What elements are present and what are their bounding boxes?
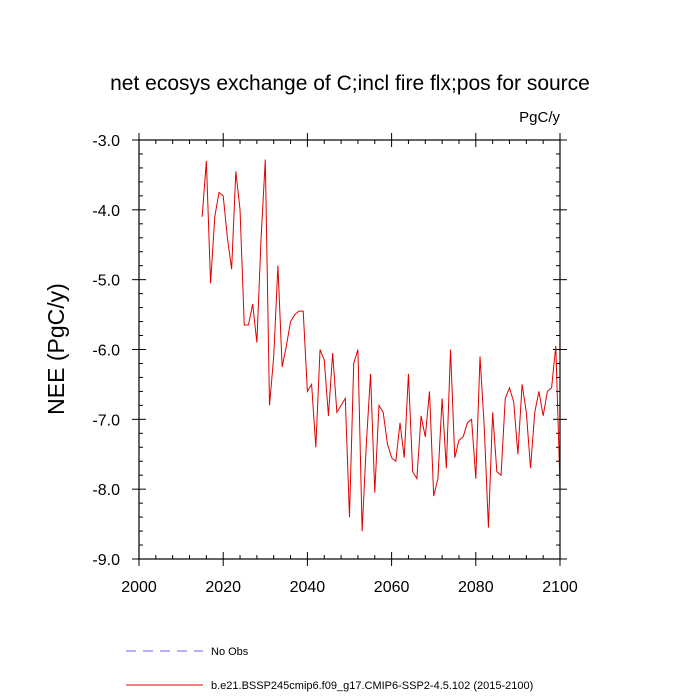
y-tick-label: -4.0 bbox=[92, 203, 120, 220]
chart-title: net ecosys exchange of C;incl fire flx;p… bbox=[110, 72, 590, 95]
legend-label-model: b.e21.BSSP245cmip6.f09_g17.CMIP6-SSP2-4.… bbox=[211, 680, 533, 692]
x-tick-labels: 2000 2020 2040 2060 2080 2100 bbox=[121, 579, 578, 596]
y-axis-label: NEE (PgC/y) bbox=[43, 283, 69, 415]
axis-ticks bbox=[132, 133, 567, 566]
x-tick-label: 2060 bbox=[374, 579, 410, 596]
legend-label-no-obs: No Obs bbox=[211, 646, 249, 658]
units-label: PgC/y bbox=[519, 109, 560, 126]
series-line bbox=[201, 159, 561, 532]
plot-frame bbox=[138, 139, 561, 560]
y-tick-label: -9.0 bbox=[92, 552, 120, 569]
y-tick-label: -5.0 bbox=[92, 273, 120, 290]
x-tick-label: 2040 bbox=[290, 579, 326, 596]
data-series bbox=[201, 159, 561, 532]
legend: No Obs b.e21.BSSP245cmip6.f09_g17.CMIP6-… bbox=[126, 646, 533, 692]
y-tick-labels: -3.0 -4.0 -5.0 -6.0 -7.0 -8.0 -9.0 bbox=[92, 133, 120, 569]
y-tick-label: -3.0 bbox=[92, 133, 120, 150]
y-tick-label: -7.0 bbox=[92, 412, 120, 429]
x-tick-label: 2020 bbox=[205, 579, 241, 596]
x-tick-label: 2100 bbox=[542, 579, 578, 596]
y-tick-label: -8.0 bbox=[92, 482, 120, 499]
y-tick-label: -6.0 bbox=[92, 343, 120, 360]
x-tick-label: 2080 bbox=[458, 579, 494, 596]
x-tick-label: 2000 bbox=[121, 579, 157, 596]
